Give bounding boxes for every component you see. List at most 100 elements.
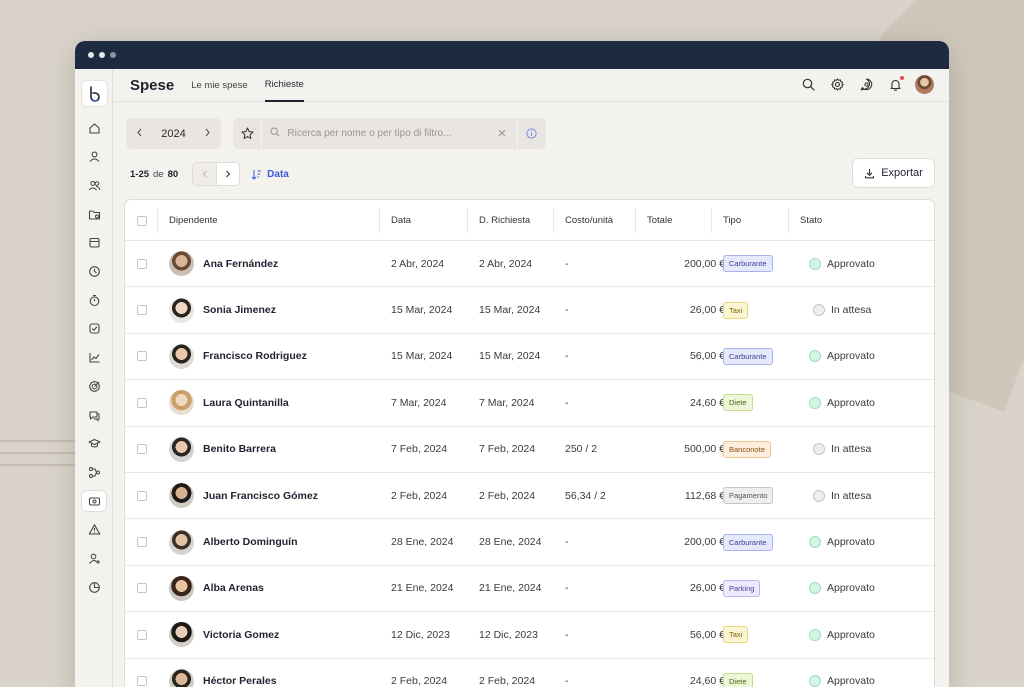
- next-page-button[interactable]: [216, 163, 240, 185]
- type-badge: Banconote: [723, 440, 771, 458]
- year-selector: 2024: [126, 118, 221, 149]
- status-dot-icon: [809, 350, 821, 363]
- window-dot[interactable]: [99, 52, 105, 58]
- alert-icon[interactable]: [81, 519, 107, 541]
- checkbox-icon[interactable]: [81, 318, 107, 340]
- graduation-icon[interactable]: [81, 433, 107, 455]
- expense-date: 7 Mar, 2024: [391, 396, 447, 409]
- column-header[interactable]: Data: [391, 215, 412, 226]
- user-icon[interactable]: [81, 146, 107, 168]
- sidebar: [75, 69, 113, 687]
- pagination: 1-25 de 80 Data: [130, 162, 289, 186]
- search-icon[interactable]: [799, 75, 818, 94]
- avatar: [169, 390, 194, 416]
- star-icon[interactable]: [233, 118, 263, 149]
- page-of-label: de: [153, 168, 164, 180]
- avatar[interactable]: [915, 75, 934, 94]
- row-checkbox[interactable]: [137, 490, 147, 501]
- table-row[interactable]: Francisco Rodriguez 15 Mar, 2024 15 Mar, 2…: [125, 334, 934, 381]
- export-button[interactable]: Exportar: [852, 158, 935, 188]
- table-row[interactable]: Héctor Perales 2 Feb, 2024 2 Feb, 2024 - 24,…: [125, 659, 934, 687]
- prev-page-button[interactable]: [193, 163, 217, 185]
- employee-name[interactable]: Alberto Dominguín: [203, 536, 298, 549]
- expenses-icon[interactable]: [81, 490, 107, 513]
- chevron-right-icon[interactable]: [204, 128, 211, 140]
- column-header[interactable]: Stato: [800, 215, 823, 226]
- column-header[interactable]: D. Richiesta: [479, 215, 531, 226]
- bell-icon[interactable]: [886, 75, 905, 94]
- close-icon[interactable]: ✕: [497, 128, 507, 140]
- folder-icon[interactable]: [81, 203, 107, 225]
- tab-my-expenses[interactable]: Le mie spese: [191, 79, 248, 91]
- workflow-icon[interactable]: [81, 461, 107, 483]
- employee-name[interactable]: Benito Barrera: [203, 443, 276, 456]
- header-checkbox[interactable]: [137, 200, 147, 241]
- employee-name[interactable]: Francisco Rodriguez: [203, 350, 307, 363]
- expense-date: 15 Mar, 2024: [391, 304, 453, 317]
- window-dot[interactable]: [110, 52, 116, 58]
- home-icon[interactable]: [81, 117, 107, 139]
- avatar: [169, 668, 194, 687]
- table-row[interactable]: Laura Quintanilla 7 Mar, 2024 7 Mar, 2024 -…: [125, 380, 934, 427]
- table-row[interactable]: Benito Barrera 7 Feb, 2024 7 Feb, 2024 250 …: [125, 427, 934, 473]
- gear-icon[interactable]: [828, 75, 847, 94]
- table-row[interactable]: Alba Arenas 21 Ene, 2024 21 Ene, 2024 - 26,0…: [125, 566, 934, 613]
- column-header[interactable]: Dipendente: [169, 215, 218, 226]
- employee-name[interactable]: Sonia Jimenez: [203, 304, 276, 317]
- row-checkbox[interactable]: [137, 629, 147, 640]
- tab-requests[interactable]: Richieste: [264, 69, 304, 102]
- table-row[interactable]: Sonia Jimenez 15 Mar, 2024 15 Mar, 2024 - 26…: [125, 287, 934, 334]
- request-date: 12 Dic, 2023: [479, 628, 538, 641]
- employee-name[interactable]: Ana Fernández: [203, 257, 279, 270]
- chat-icon[interactable]: [81, 404, 107, 426]
- column-header[interactable]: Costo/unità: [565, 215, 614, 226]
- employee-name[interactable]: Alba Arenas: [203, 582, 264, 595]
- status-badge: In attesa: [831, 489, 872, 502]
- filters-bar: 2024 ✕: [126, 118, 546, 149]
- chart-icon[interactable]: [81, 347, 107, 369]
- target-icon[interactable]: [81, 375, 107, 397]
- users-icon[interactable]: [81, 174, 107, 196]
- table-row[interactable]: Alberto Dominguín 28 Ene, 2024 28 Ene, 202…: [125, 519, 934, 566]
- window-dot[interactable]: [88, 52, 94, 58]
- user-add-icon[interactable]: [81, 548, 107, 570]
- table-row[interactable]: Ana Fernández 2 Abr, 2024 2 Abr, 2024 - 200,…: [125, 241, 934, 288]
- request-date: 21 Ene, 2024: [479, 582, 542, 595]
- row-checkbox[interactable]: [137, 537, 147, 548]
- chat-icon[interactable]: [857, 75, 876, 94]
- app-logo[interactable]: [81, 80, 108, 107]
- clock-icon[interactable]: [81, 261, 107, 283]
- status-badge: Approvato: [827, 675, 875, 687]
- main-area: Spese Le mie spese Richieste: [113, 69, 949, 687]
- row-checkbox[interactable]: [137, 583, 147, 594]
- row-checkbox[interactable]: [137, 444, 147, 455]
- info-icon[interactable]: [516, 118, 546, 149]
- page-title: Spese: [130, 76, 175, 94]
- row-checkbox[interactable]: [137, 397, 147, 408]
- avatar: [169, 297, 194, 323]
- chevron-left-icon[interactable]: [136, 128, 143, 140]
- column-header[interactable]: Totale: [647, 215, 673, 226]
- row-checkbox[interactable]: [137, 351, 147, 362]
- row-checkbox[interactable]: [137, 305, 147, 316]
- timer-icon[interactable]: [81, 289, 107, 311]
- employee-name[interactable]: Laura Quintanilla: [203, 396, 289, 409]
- calendar-icon[interactable]: [81, 232, 107, 254]
- table-row[interactable]: Juan Francisco Gómez 2 Feb, 2024 2 Feb, 20…: [125, 473, 934, 520]
- table-row[interactable]: Victoria Gomez 12 Dic, 2023 12 Dic, 2023 - 5…: [125, 612, 934, 659]
- employee-name[interactable]: Juan Francisco Gómez: [203, 489, 318, 502]
- row-checkbox[interactable]: [137, 676, 147, 687]
- sort-button[interactable]: Data: [251, 169, 289, 180]
- column-divider: [788, 208, 789, 233]
- employee-name[interactable]: Héctor Perales: [203, 675, 277, 687]
- row-checkbox[interactable]: [137, 258, 147, 269]
- column-header[interactable]: Tipo: [723, 215, 742, 226]
- total-amount: 500,00 €: [684, 443, 725, 456]
- window-titlebar: [75, 41, 949, 69]
- pie-chart-icon[interactable]: [81, 576, 107, 598]
- status-badge: Approvato: [827, 628, 875, 641]
- employee-name[interactable]: Victoria Gomez: [203, 628, 280, 641]
- type-badge: Taxi: [723, 626, 749, 644]
- status-dot-icon: [813, 304, 825, 317]
- search-input[interactable]: [287, 128, 498, 139]
